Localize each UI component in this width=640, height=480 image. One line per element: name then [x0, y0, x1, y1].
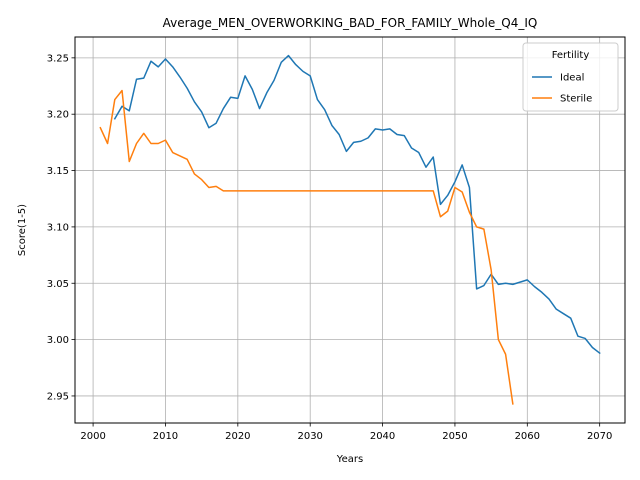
legend-title: Fertility: [552, 50, 590, 61]
x-tick-label: 2010: [153, 431, 178, 442]
legend: Fertility Ideal Sterile: [522, 42, 619, 112]
x-axis-label: Years: [336, 454, 363, 465]
x-tick-label: 2050: [442, 431, 467, 442]
x-tick-label: 2060: [515, 431, 540, 442]
y-axis-label: Score(1-5): [17, 204, 28, 256]
chart-title: Average_MEN_OVERWORKING_BAD_FOR_FAMILY_W…: [163, 16, 538, 30]
series-layer: [99, 54, 601, 405]
legend-label-sterile: Sterile: [560, 94, 592, 105]
x-tick-label: 2000: [80, 431, 105, 442]
y-tick-label: 3.25: [47, 53, 69, 64]
x-tick-label: 2020: [225, 431, 250, 442]
y-tick-label: 3.00: [47, 335, 69, 346]
legend-box: [522, 42, 619, 112]
y-tick-label: 3.10: [47, 222, 69, 233]
y-tick-label: 3.20: [47, 110, 69, 121]
x-tick-label: 2070: [587, 431, 612, 442]
x-tick-label: 2030: [297, 431, 322, 442]
plot-frame: [74, 36, 626, 424]
series-line-ideal: [113, 54, 601, 355]
y-tick-label: 3.15: [47, 166, 69, 177]
axis-ticks: 2000 2010 2020 2030 2040 2050 2060 2070 2.95 3.00…: [47, 53, 613, 442]
y-tick-label: 2.95: [47, 391, 69, 402]
series-line-sterile: [99, 89, 514, 405]
x-tick-label: 2040: [370, 431, 395, 442]
legend-label-ideal: Ideal: [560, 73, 584, 84]
y-tick-label: 3.05: [47, 279, 69, 290]
